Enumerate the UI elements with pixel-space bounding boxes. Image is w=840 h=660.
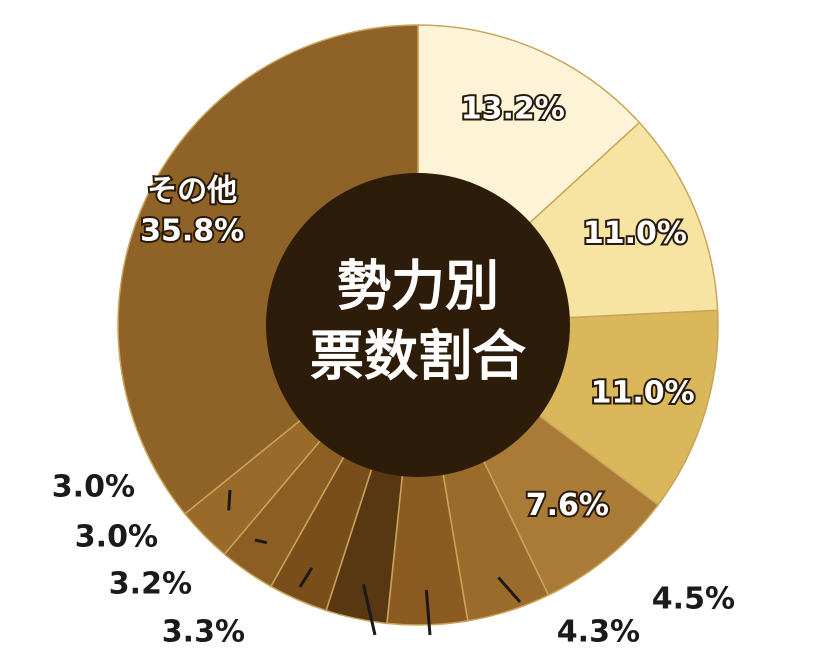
value-label: 35.8% bbox=[140, 213, 244, 248]
value-label: 13.2% bbox=[461, 91, 565, 126]
value-label: 11.0% bbox=[591, 375, 695, 410]
chart-title: 勢力別 bbox=[337, 255, 499, 318]
leader-line bbox=[227, 489, 232, 511]
value-label: 3.2% bbox=[109, 567, 192, 602]
leader-line bbox=[298, 567, 314, 588]
category-label: その他 bbox=[147, 173, 237, 208]
leader-line bbox=[497, 576, 522, 603]
value-label: 4.3% bbox=[557, 615, 640, 650]
value-label: 3.3% bbox=[162, 615, 245, 650]
center-hole bbox=[266, 173, 570, 477]
value-label: 3.0% bbox=[75, 520, 158, 555]
slice bbox=[117, 24, 419, 515]
value-label: 3.0% bbox=[52, 470, 135, 505]
leader-line bbox=[361, 583, 377, 636]
leader-line bbox=[254, 538, 268, 545]
value-label: 11.0% bbox=[583, 216, 687, 251]
value-label: 7.6% bbox=[526, 488, 609, 523]
value-label: 4.5% bbox=[652, 582, 735, 617]
leader-line bbox=[424, 589, 432, 636]
chart-title: 票数割合 bbox=[310, 325, 526, 388]
